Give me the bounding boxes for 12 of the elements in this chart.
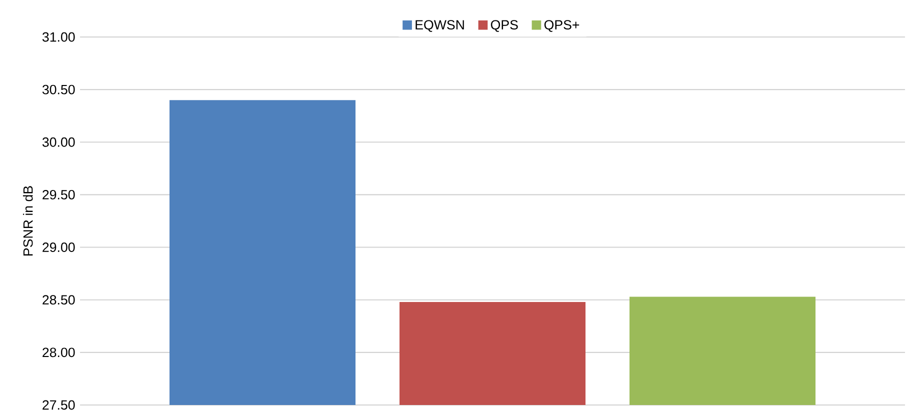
legend-label: QPS+ xyxy=(544,20,580,32)
y-tick-label: 28.00 xyxy=(42,348,75,358)
y-tick-label: 27.50 xyxy=(42,400,75,410)
y-tick-label: 29.00 xyxy=(42,242,75,252)
y-tick-label: 30.00 xyxy=(42,137,75,147)
y-axis-title: PSNR in dB xyxy=(22,186,33,256)
y-tick-label: 31.00 xyxy=(42,32,75,42)
y-tick-label: 28.50 xyxy=(42,295,75,305)
legend-label: QPS xyxy=(490,20,518,32)
legend-label: EQWSN xyxy=(416,20,464,32)
y-tick-label: 30.50 xyxy=(42,84,75,94)
y-tick-label: 29.50 xyxy=(42,190,75,200)
